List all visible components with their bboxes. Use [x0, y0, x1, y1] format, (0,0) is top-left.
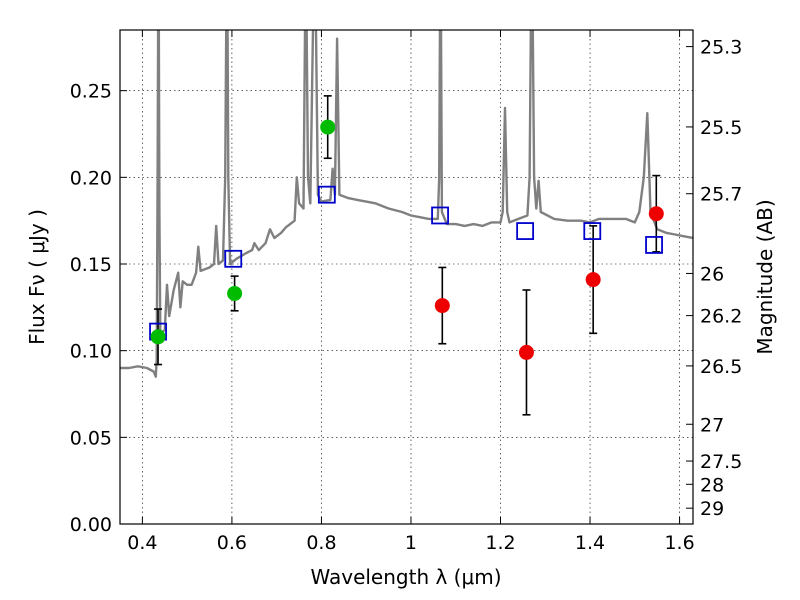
y-axis-label: Flux Fν ( μJy ) — [25, 209, 49, 345]
x-tick-label: 0.4 — [127, 532, 157, 554]
right-tick-label: 26 — [700, 263, 724, 285]
x-axis-label: Wavelength λ (μm) — [310, 565, 501, 589]
red-data-point — [648, 206, 664, 222]
model-square-point — [645, 236, 663, 254]
right-tick-label: 29 — [700, 498, 724, 520]
right-tick-label: 27 — [700, 414, 724, 436]
right-tick-label: 28 — [700, 474, 724, 496]
y-tick-label: 0.25 — [70, 81, 112, 103]
y-tick-label: 0.20 — [70, 167, 112, 189]
y-tick-label: 0.00 — [70, 514, 112, 536]
model-square-point — [516, 222, 535, 240]
green-data-point — [227, 285, 243, 301]
right-axis-label: Magnitude (AB) — [753, 199, 777, 354]
red-data-point — [585, 272, 601, 288]
x-tick-label: 1.6 — [664, 532, 694, 554]
y-tick-label: 0.05 — [70, 427, 112, 449]
green-data-point — [150, 329, 166, 345]
right-tick-label: 27.5 — [700, 451, 742, 473]
x-tick-label: 0.8 — [306, 532, 336, 554]
x-tick-label: 1.2 — [485, 532, 515, 554]
axes: 0.4 0.6 0.8 1 1.2 1.4 1.6 0.00 0.05 0.10 0.15 0.20 0… — [70, 30, 742, 554]
model-square-point — [224, 249, 243, 268]
right-tick-label: 26.2 — [700, 306, 742, 328]
grid — [120, 30, 693, 525]
green-data-point — [320, 119, 336, 135]
x-tick-label: 0.6 — [217, 532, 247, 554]
red-data-point — [518, 344, 534, 360]
right-tick-label: 25.3 — [700, 37, 742, 59]
model-square-point — [431, 206, 449, 225]
plot-frame — [119, 29, 694, 525]
right-tick-label: 26.5 — [700, 356, 742, 378]
right-tick-label: 25.7 — [700, 184, 742, 206]
plot-area — [120, 30, 693, 416]
y-tick-label: 0.15 — [70, 254, 112, 276]
x-tick-label: 1.4 — [575, 532, 605, 554]
right-tick-label: 25.5 — [700, 117, 742, 139]
x-tick-label: 1 — [405, 532, 417, 554]
model-square-point — [583, 222, 602, 240]
red-data-point — [434, 298, 450, 314]
y-tick-label: 0.10 — [70, 341, 112, 363]
model-square-point — [317, 185, 336, 204]
spectrum-line — [120, 30, 693, 378]
